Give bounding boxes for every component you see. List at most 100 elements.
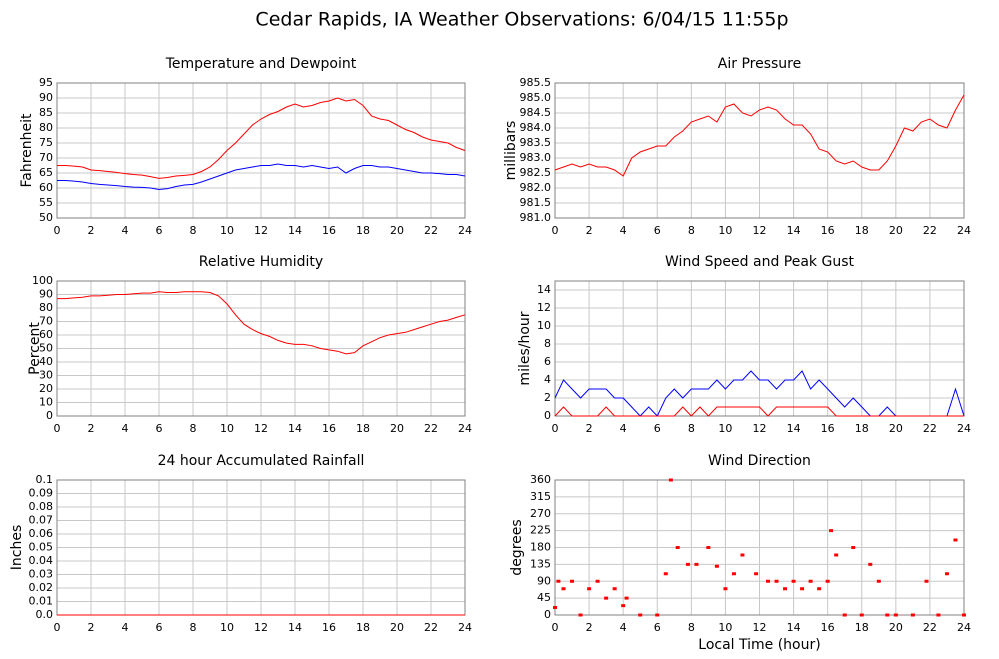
data-point <box>556 579 561 583</box>
y-tick-label: 315 <box>530 490 551 503</box>
chart-title: Air Pressure <box>718 56 801 72</box>
data-point <box>595 579 600 583</box>
data-point <box>825 579 830 583</box>
x-tick-label: 14 <box>787 422 801 435</box>
x-tick-label: 2 <box>586 224 593 237</box>
x-tick-label: 8 <box>190 224 197 237</box>
y-tick-label: 50 <box>39 342 53 355</box>
data-point <box>800 587 805 591</box>
y-tick-label: 982.0 <box>520 181 552 194</box>
y-tick-label: 983.0 <box>520 151 552 164</box>
data-point <box>962 613 966 617</box>
x-tick-label: 4 <box>620 422 627 435</box>
x-tick-label: 6 <box>156 422 163 435</box>
x-tick-label: 18 <box>356 422 370 435</box>
x-tick-label: 22 <box>923 422 937 435</box>
x-tick-label: 10 <box>220 224 234 237</box>
x-tick-label: 6 <box>654 224 661 237</box>
x-tick-label: 12 <box>753 621 767 634</box>
data-point <box>783 587 788 591</box>
y-tick-label: 982.5 <box>520 166 552 179</box>
y-axis-label: millibars <box>503 121 519 181</box>
x-tick-label: 22 <box>923 224 937 237</box>
y-tick-label: 90 <box>39 288 53 301</box>
x-tick-label: 12 <box>753 224 767 237</box>
y-tick-label: 985.0 <box>520 91 552 104</box>
data-point <box>893 613 898 617</box>
data-point <box>885 613 890 617</box>
data-point <box>731 572 736 576</box>
data-line <box>554 94 965 177</box>
x-tick-label: 4 <box>122 224 129 237</box>
data-point <box>694 562 699 566</box>
y-tick-label: 50 <box>39 211 53 224</box>
x-tick-label: 8 <box>688 621 695 634</box>
y-axis-label: Inches <box>9 525 25 570</box>
x-tick-label: 20 <box>889 224 903 237</box>
data-point <box>754 572 759 576</box>
y-tick-label: 981.5 <box>520 196 552 209</box>
data-point <box>621 604 626 608</box>
x-tick-label: 4 <box>620 621 627 634</box>
x-tick-label: 12 <box>254 422 268 435</box>
data-point <box>851 546 856 549</box>
x-tick-label: 8 <box>190 422 197 435</box>
x-tick-label: 2 <box>586 422 593 435</box>
y-tick-label: 100 <box>32 274 53 287</box>
x-tick-label: 0 <box>552 422 559 435</box>
y-tick-label: 70 <box>39 151 53 164</box>
x-tick-label: 20 <box>390 422 404 435</box>
y-tick-label: 45 <box>537 591 551 604</box>
y-tick-label: 12 <box>537 301 551 314</box>
data-point <box>561 587 566 591</box>
chart-title: Wind Direction <box>708 453 811 469</box>
x-tick-label: 10 <box>718 422 732 435</box>
y-tick-label: 981.0 <box>520 211 552 224</box>
data-point <box>570 579 575 583</box>
data-point <box>766 579 771 583</box>
x-tick-label: 12 <box>254 224 268 237</box>
x-tick-label: 20 <box>390 224 404 237</box>
y-tick-label: 60 <box>39 328 53 341</box>
y-tick-label: 80 <box>39 121 53 134</box>
data-point <box>868 562 873 566</box>
x-tick-label: 22 <box>424 621 438 634</box>
y-tick-label: 0.02 <box>29 581 54 594</box>
data-point <box>675 546 680 549</box>
plot-frame <box>554 82 965 219</box>
x-tick-label: 6 <box>654 422 661 435</box>
data-line <box>554 406 964 417</box>
y-tick-label: 0 <box>46 409 53 422</box>
x-tick-label: 12 <box>753 422 767 435</box>
data-point <box>714 564 719 568</box>
y-axis-label: Fahrenheit <box>19 113 35 188</box>
x-tick-label: 10 <box>718 621 732 634</box>
data-point <box>553 606 557 609</box>
data-point <box>924 579 929 583</box>
data-point <box>655 613 660 617</box>
x-tick-label: 10 <box>718 224 732 237</box>
data-point <box>740 553 745 557</box>
x-tick-label: 14 <box>787 621 801 634</box>
x-tick-label: 8 <box>190 621 197 634</box>
x-tick-label: 24 <box>458 224 472 237</box>
chart-title: Temperature and Dewpoint <box>165 56 357 72</box>
data-point <box>829 529 834 533</box>
x-tick-label: 16 <box>821 422 835 435</box>
x-axis-label: Local Time (hour) <box>698 637 820 653</box>
y-tick-label: 983.5 <box>520 136 552 149</box>
data-point <box>774 579 779 583</box>
plot-frame <box>554 280 965 417</box>
y-axis-label: Percent <box>27 322 43 375</box>
y-tick-label: 0.0 <box>36 608 54 621</box>
page-title: Cedar Rapids, IA Weather Observations: 6… <box>255 9 788 31</box>
plot-frame <box>554 479 965 616</box>
data-point <box>842 613 847 617</box>
y-tick-label: 135 <box>530 557 551 570</box>
x-tick-label: 20 <box>390 621 404 634</box>
data-point <box>578 613 583 617</box>
plot-frame <box>56 280 466 417</box>
x-tick-label: 18 <box>855 224 869 237</box>
y-tick-label: 20 <box>39 382 53 395</box>
